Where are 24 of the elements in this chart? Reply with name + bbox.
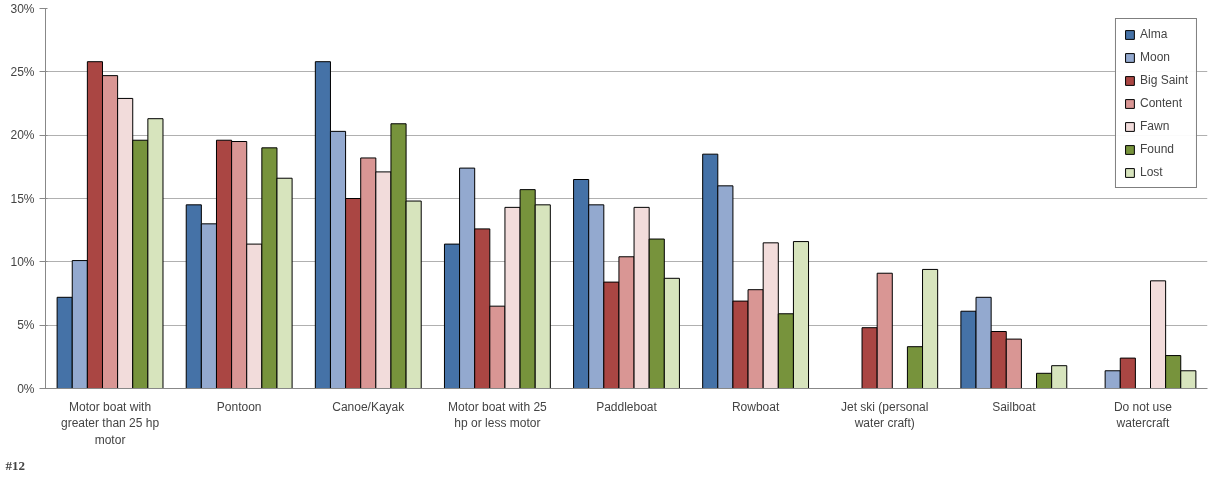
y-tick-label: 20%: [10, 128, 35, 143]
x-tick-label: Pontoon: [216, 399, 262, 414]
x-tick-label: Canoe/Kayak: [332, 399, 406, 414]
legend-label: Alma: [1139, 27, 1168, 41]
x-tick-label: Do not use watercraft: [1113, 399, 1173, 431]
legend-label: Big Saint: [1139, 73, 1188, 87]
x-tick-label: Motor boat with 25 hp or less motor: [448, 399, 548, 431]
legend-label: Lost: [1139, 165, 1163, 179]
legend-label: Found: [1139, 142, 1174, 156]
y-tick-label: 0%: [17, 381, 35, 396]
y-tick-label: 15%: [10, 191, 35, 206]
x-tick-label: Paddleboat: [596, 399, 658, 414]
legend-label: Fawn: [1139, 119, 1170, 133]
y-tick-label: 30%: [10, 1, 35, 16]
y-tick-label: 10%: [10, 254, 35, 269]
legend-label: Content: [1139, 96, 1182, 110]
y-tick-label: 5%: [17, 318, 35, 333]
x-tick-label: Jet ski (personal water craft): [841, 399, 929, 431]
x-tick-label: Motor boat with greater than 25 hp motor: [61, 399, 160, 448]
text: #12: [5, 457, 25, 473]
y-tick-label: 25%: [10, 64, 35, 79]
legend-label: Moon: [1139, 50, 1170, 64]
x-tick-label: Sailboat: [992, 399, 1037, 414]
x-tick-label: Rowboat: [731, 399, 780, 414]
